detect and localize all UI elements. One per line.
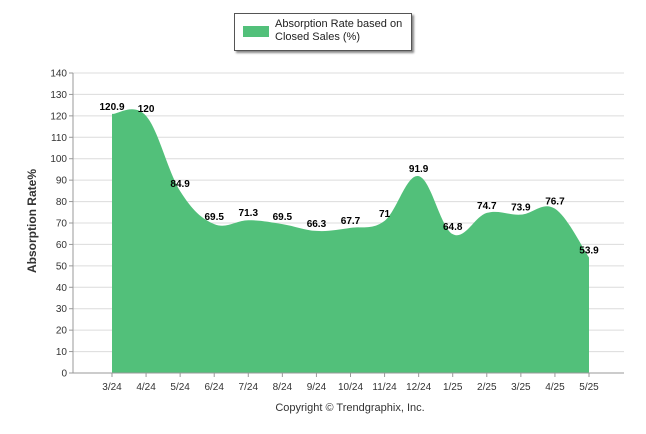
x-tick-label: 6/24 — [204, 382, 224, 393]
data-label: 69.5 — [273, 212, 293, 223]
y-tick-label: 60 — [56, 240, 68, 251]
y-tick-label: 50 — [56, 261, 68, 272]
data-label: 64.8 — [443, 222, 463, 233]
y-axis-title: Absorption Rate% — [25, 169, 39, 274]
data-label: 76.7 — [545, 197, 565, 208]
data-label: 120.9 — [99, 102, 124, 113]
data-label: 84.9 — [170, 179, 190, 190]
data-labels: 120.9 120 84.9 69.5 71.3 69.5 66.3 67.7 71 91.9 64… — [99, 102, 599, 257]
y-tick-label: 140 — [50, 69, 67, 80]
data-label: 120 — [138, 104, 155, 115]
copyright-text: Copyright © Trendgraphix, Inc. — [275, 402, 425, 414]
legend-label: Absorption Rate based on Closed Sales (%… — [275, 18, 403, 43]
y-tick-label: 0 — [61, 369, 67, 380]
y-tick-label: 40 — [56, 283, 68, 294]
data-label: 71 — [379, 209, 391, 220]
legend-swatch — [243, 26, 269, 37]
data-label: 71.3 — [239, 208, 259, 219]
x-tick-label: 3/25 — [511, 382, 531, 393]
y-tick-label: 130 — [50, 90, 67, 101]
x-tick-label: 7/24 — [239, 382, 259, 393]
x-tick-label: 12/24 — [406, 382, 431, 393]
x-tick-label: 4/24 — [136, 382, 156, 393]
x-tick-label: 9/24 — [307, 382, 327, 393]
data-label: 66.3 — [307, 219, 327, 230]
x-tick-label: 1/25 — [443, 382, 463, 393]
data-label: 53.9 — [579, 246, 599, 257]
x-tick-label: 4/25 — [545, 382, 565, 393]
series-area — [112, 109, 589, 374]
x-tick-label: 10/24 — [338, 382, 363, 393]
x-axis-ticks: 3/24 4/24 5/24 6/24 7/24 8/24 9/24 10/24 11/24 12… — [73, 372, 624, 393]
data-label: 73.9 — [511, 203, 531, 214]
data-label: 67.7 — [341, 216, 361, 227]
x-tick-label: 11/24 — [372, 382, 397, 393]
y-tick-label: 70 — [56, 219, 68, 230]
y-tick-label: 120 — [50, 111, 67, 122]
x-tick-label: 3/24 — [102, 382, 122, 393]
y-tick-label: 80 — [56, 197, 68, 208]
x-tick-label: 8/24 — [273, 382, 293, 393]
y-tick-label: 30 — [56, 304, 68, 315]
data-label: 91.9 — [409, 164, 429, 175]
data-label: 74.7 — [477, 201, 497, 212]
y-tick-label: 20 — [56, 326, 68, 337]
x-tick-label: 2/25 — [477, 382, 497, 393]
y-tick-label: 100 — [50, 154, 67, 165]
y-tick-label: 10 — [56, 347, 68, 358]
x-tick-label: 5/25 — [579, 382, 599, 393]
x-tick-label: 5/24 — [170, 382, 190, 393]
legend: Absorption Rate based on Closed Sales (%… — [234, 13, 412, 51]
y-tick-label: 110 — [51, 133, 67, 144]
y-axis-ticks: 0 10 20 30 40 50 60 70 80 90 100 110 120 130 140 — [50, 69, 74, 380]
y-tick-label: 90 — [56, 176, 68, 187]
data-label: 69.5 — [204, 212, 224, 223]
